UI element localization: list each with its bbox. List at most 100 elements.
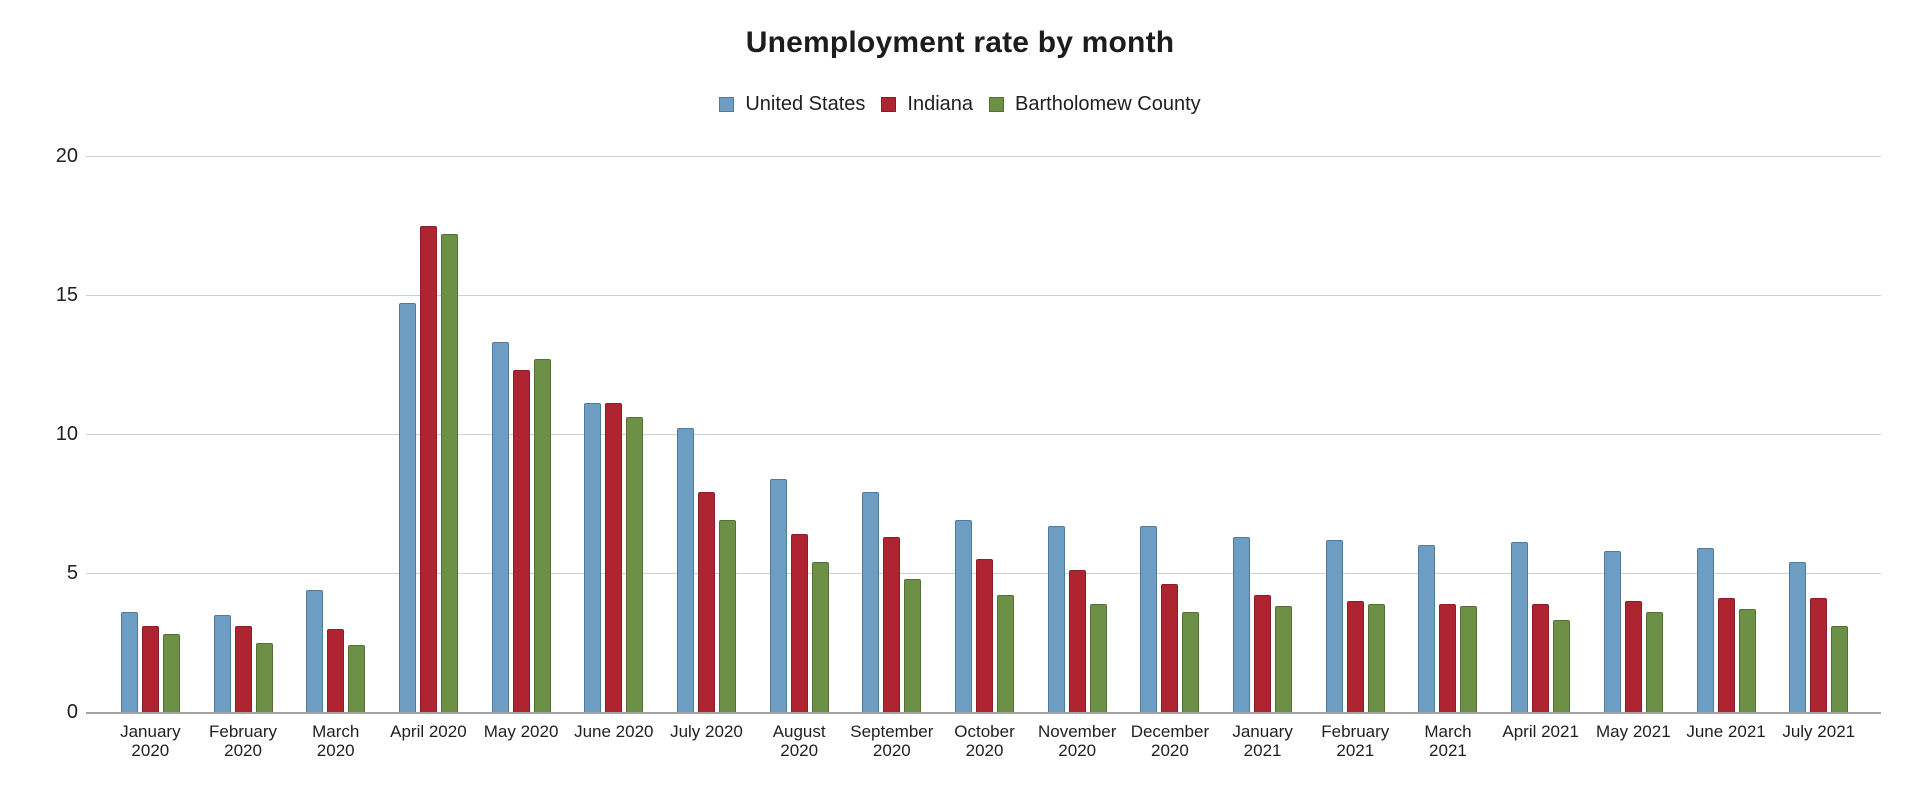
- x-axis-label-line: 2020: [224, 741, 262, 760]
- bar-bartholomew-county-june-2021: [1738, 609, 1756, 712]
- legend-item-bartholomew-county: Bartholomew County: [989, 93, 1201, 116]
- x-axis-label-august-2020: August 2020: [753, 722, 846, 760]
- bar-indiana-october-2020: [976, 559, 994, 712]
- bar-group-january-2021: [1216, 156, 1309, 712]
- bar-united-states-october-2020: [955, 520, 973, 712]
- x-axis-label-line: September: [850, 722, 934, 741]
- bars-container: [104, 156, 1865, 712]
- bar-indiana-september-2020: [883, 536, 901, 712]
- bar-bartholomew-county-december-2020: [1182, 611, 1200, 712]
- y-tick-label-10: 10: [55, 423, 78, 445]
- bar-bartholomew-county-may-2020: [533, 358, 551, 712]
- bar-bartholomew-county-may-2021: [1645, 611, 1663, 712]
- x-axis-label-january-2021: January 2021: [1216, 722, 1309, 760]
- x-axis-label-line: June 2021: [1686, 722, 1766, 741]
- legend-label: Bartholomew County: [1015, 93, 1201, 115]
- bar-group-november-2020: [1031, 156, 1124, 712]
- bar-united-states-april-2020: [398, 303, 416, 712]
- chart-legend: United States Indiana Bartholomew County: [0, 93, 1920, 116]
- x-axis-label-february-2021: February 2021: [1309, 722, 1402, 760]
- x-axis-label-june-2021: June 2021: [1680, 722, 1773, 760]
- bar-indiana-march-2020: [327, 628, 345, 712]
- bar-indiana-may-2021: [1624, 600, 1642, 712]
- bar-united-states-june-2021: [1696, 548, 1714, 712]
- grid-line-20: [86, 156, 1881, 157]
- x-axis-label-line: 2020: [780, 741, 819, 760]
- bar-united-states-march-2020: [306, 589, 324, 712]
- x-axis-label-line: April 2020: [390, 722, 467, 741]
- x-axis-label-line: November: [1038, 722, 1117, 741]
- x-axis-label-july-2021: July 2021: [1772, 722, 1865, 760]
- chart-title: Unemployment rate by month: [745, 26, 1175, 59]
- bar-group-march-2021: [1402, 156, 1495, 712]
- bar-group-june-2021: [1680, 156, 1773, 712]
- bar-group-september-2020: [846, 156, 939, 712]
- x-axis-label-december-2020: December 2020: [1124, 722, 1217, 760]
- bar-bartholomew-county-january-2021: [1275, 606, 1293, 712]
- y-tick-label-0: 0: [66, 701, 78, 723]
- x-axis-label-line: 2021: [1243, 741, 1282, 760]
- grid-line-15: [86, 295, 1881, 296]
- x-axis-label-line: 2021: [1429, 741, 1467, 760]
- legend-swatch-icon: [989, 97, 1005, 112]
- bar-indiana-february-2021: [1346, 600, 1364, 712]
- bar-indiana-december-2020: [1161, 584, 1179, 712]
- x-axis-label-line: February: [1321, 722, 1390, 741]
- x-axis-label-line: October: [954, 722, 1015, 741]
- bar-group-december-2020: [1124, 156, 1217, 712]
- x-axis-label-line: February: [209, 722, 278, 741]
- bar-group-march-2020: [289, 156, 382, 712]
- y-tick-label-5: 5: [66, 562, 78, 584]
- bar-group-february-2021: [1309, 156, 1402, 712]
- x-axis-label-line: January: [120, 722, 181, 741]
- bar-indiana-january-2020: [141, 625, 159, 712]
- bar-united-states-january-2020: [120, 611, 138, 712]
- x-axis-label-july-2020: July 2020: [660, 722, 753, 760]
- x-axis-label-line: 2020: [1150, 741, 1189, 760]
- x-axis-label-line: December: [1130, 722, 1210, 741]
- bar-indiana-june-2021: [1717, 598, 1735, 712]
- x-axis-label-line: 2020: [1058, 741, 1097, 760]
- bar-group-july-2021: [1772, 156, 1865, 712]
- bar-bartholomew-county-june-2020: [626, 417, 644, 712]
- legend-swatch-icon: [881, 97, 897, 112]
- bar-united-states-july-2021: [1789, 561, 1807, 712]
- x-axis-label-june-2020: June 2020: [567, 722, 660, 760]
- bar-united-states-august-2020: [769, 478, 787, 712]
- bar-bartholomew-county-september-2020: [904, 578, 922, 712]
- x-axis-label-february-2020: February 2020: [197, 722, 290, 760]
- x-axis-label-line: May 2021: [1596, 722, 1671, 741]
- x-axis-labels: January 2020 February 2020 March 2020 April 20…: [104, 722, 1865, 760]
- grid-line-10: [86, 434, 1881, 435]
- legend-label: Indiana: [907, 93, 974, 115]
- bar-united-states-february-2021: [1325, 539, 1343, 712]
- bar-bartholomew-county-october-2020: [997, 595, 1015, 712]
- x-axis-line: [86, 712, 1881, 714]
- bar-bartholomew-county-july-2020: [718, 520, 736, 712]
- bar-united-states-february-2020: [213, 614, 231, 712]
- bar-bartholomew-county-november-2020: [1089, 603, 1107, 712]
- x-axis-label-november-2020: November 2020: [1031, 722, 1124, 760]
- bar-indiana-july-2020: [697, 492, 715, 712]
- x-axis-label-september-2020: September 2020: [846, 722, 939, 760]
- bar-group-february-2020: [197, 156, 290, 712]
- legend-item-indiana: Indiana: [881, 93, 973, 116]
- x-axis-label-line: 2021: [1336, 741, 1375, 760]
- x-axis-label-line: 2020: [316, 741, 355, 760]
- y-tick-label-15: 15: [55, 284, 78, 306]
- legend-item-united-states: United States: [719, 93, 865, 116]
- bar-united-states-march-2021: [1418, 545, 1436, 712]
- bar-bartholomew-county-april-2020: [440, 233, 458, 712]
- bar-united-states-september-2020: [862, 492, 880, 712]
- x-axis-label-line: July 2021: [1782, 722, 1856, 741]
- bar-group-january-2020: [104, 156, 197, 712]
- bar-united-states-june-2020: [584, 403, 602, 712]
- bar-bartholomew-county-march-2020: [348, 645, 366, 712]
- x-axis-label-march-2021: March 2021: [1402, 722, 1495, 760]
- bar-indiana-march-2021: [1439, 603, 1457, 712]
- x-axis-label-april-2021: April 2021: [1494, 722, 1587, 760]
- x-axis-label-line: 2020: [872, 741, 911, 760]
- bar-indiana-february-2020: [234, 625, 252, 712]
- bar-indiana-january-2021: [1254, 595, 1272, 712]
